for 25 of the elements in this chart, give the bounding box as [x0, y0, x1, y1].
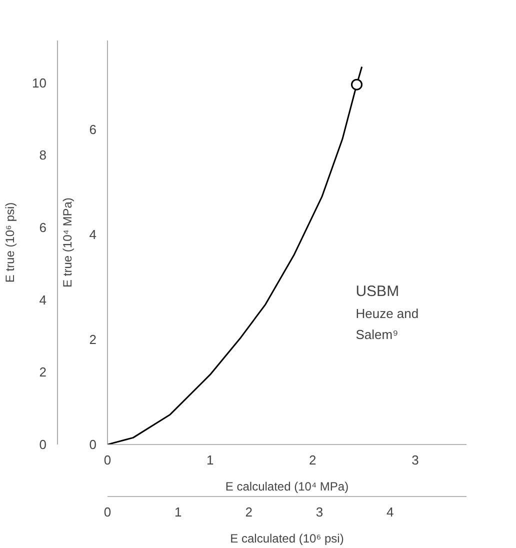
y2-tick-label: 6: [39, 220, 47, 235]
x2-tick-label: 3: [316, 504, 324, 520]
x2-tick-label: 1: [174, 504, 182, 520]
x2-tick-label: 2: [245, 504, 252, 520]
y2-tick-label: 2: [39, 364, 47, 380]
x2-tick-label: 4: [386, 504, 394, 520]
x-tick-label: 0: [104, 452, 112, 468]
y-tick-label: 6: [89, 122, 97, 138]
y2-tick-label: 0: [39, 437, 47, 452]
y2-tick-label: 10: [32, 75, 47, 90]
x-tick-label: 3: [412, 452, 419, 468]
x2-tick-label: 0: [104, 504, 112, 520]
y2-tick-label: 8: [39, 148, 47, 163]
y-tick-label: 0: [89, 437, 97, 452]
annotation: Heuze and Salem⁹: [356, 306, 419, 342]
annotation: USBM: [356, 283, 400, 300]
y-tick-label: 2: [89, 332, 97, 348]
y2-axis-title: E true (10⁶ psi): [3, 202, 18, 283]
y2-tick-label: 4: [39, 292, 47, 308]
y-axis-title: E true (10⁴ MPa): [60, 198, 74, 288]
x-axis-title: E calculated (10⁴ MPa): [225, 480, 349, 494]
x-tick-label: 2: [309, 452, 316, 468]
y-tick-label: 4: [89, 227, 97, 242]
x-tick-label: 1: [206, 452, 214, 468]
x2-axis-title: E calculated (10⁶ psi): [230, 532, 344, 546]
